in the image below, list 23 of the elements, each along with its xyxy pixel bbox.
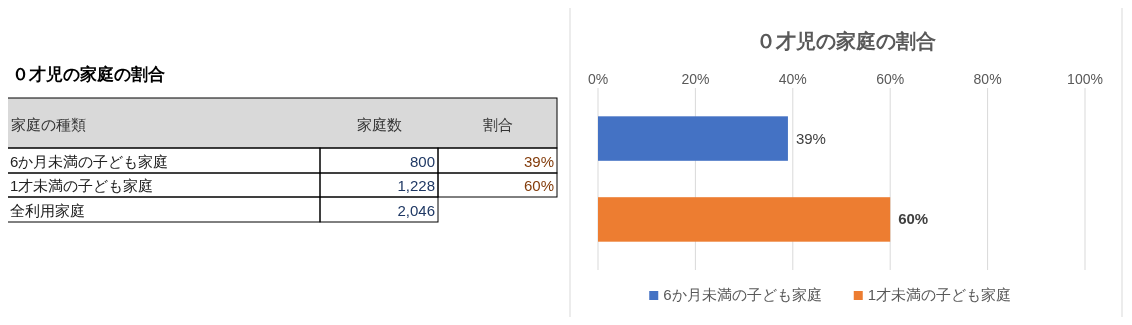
text: ０才児の家庭の割合: [12, 65, 165, 84]
data-label: 39%: [795, 129, 826, 147]
data-label: 39%: [523, 153, 554, 170]
x-tick-label: 0%: [587, 71, 609, 87]
x-tick-label: 20%: [681, 71, 710, 87]
data-label: 800: [409, 153, 435, 170]
data-label: 60%: [523, 177, 554, 194]
chart-title: ０才児の家庭の割合: [756, 30, 936, 52]
x-tick-label: 100%: [1067, 71, 1103, 87]
category-label: 1才未満の子ども家庭: [10, 177, 154, 194]
legend-label: 6か月未満の子ども家庭: [663, 286, 822, 303]
text: 家庭の種類: [11, 116, 86, 133]
text: 割合: [482, 116, 513, 133]
legend-label: 1才未満の子ども家庭: [867, 286, 1012, 303]
x-tick-label: 80%: [973, 71, 1002, 87]
data-label: 60%: [898, 210, 929, 228]
data-label: 2,046: [397, 202, 435, 219]
x-tick-label: 40%: [778, 71, 807, 87]
category-label: 全利用家庭: [10, 202, 85, 219]
data-label: 1,228: [397, 177, 435, 194]
category-label: 6か月未満の子ども家庭: [10, 153, 169, 170]
x-tick-label: 60%: [876, 71, 905, 87]
text: 家庭数: [356, 116, 402, 133]
